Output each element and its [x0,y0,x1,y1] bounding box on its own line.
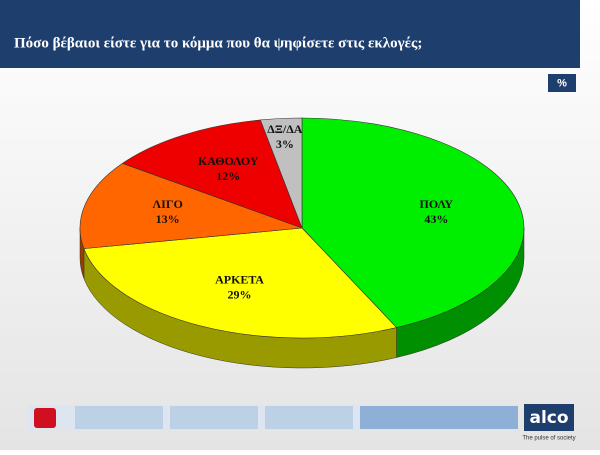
slice [79,163,303,249]
logo-box [524,404,574,431]
value-label: 29% [228,288,252,302]
footer-box [265,406,353,429]
slice-label: ΑΡΚΕΤΑ [215,273,264,287]
footer-box [170,406,258,429]
logo: alco [529,408,568,428]
slice-label: ΛΙΓΟ [153,197,183,211]
left-logo [34,408,56,428]
chart-title: Πόσο βέβαιοι είστε για το κόμμα που θα ψ… [14,35,422,51]
slice [83,227,398,339]
header-band [0,0,580,68]
slice [259,117,303,229]
slice-label: ΚΑΘΟΛΟΥ [198,154,259,168]
unit-badge [548,74,576,92]
slice [121,119,303,229]
value-label: 3% [276,137,294,151]
slice [301,117,525,328]
tagline: The pulse of society [522,436,575,442]
footer-box [75,406,163,429]
unit-badge-text: % [557,77,567,89]
footer-box [360,406,518,429]
slice-label: ΠΟΛΥ [420,197,454,211]
slice-label: ΔΞ/ΔΑ [267,122,303,136]
value-label: 12% [216,169,240,183]
value-label: 43% [424,212,448,226]
value-label: 13% [156,212,180,226]
